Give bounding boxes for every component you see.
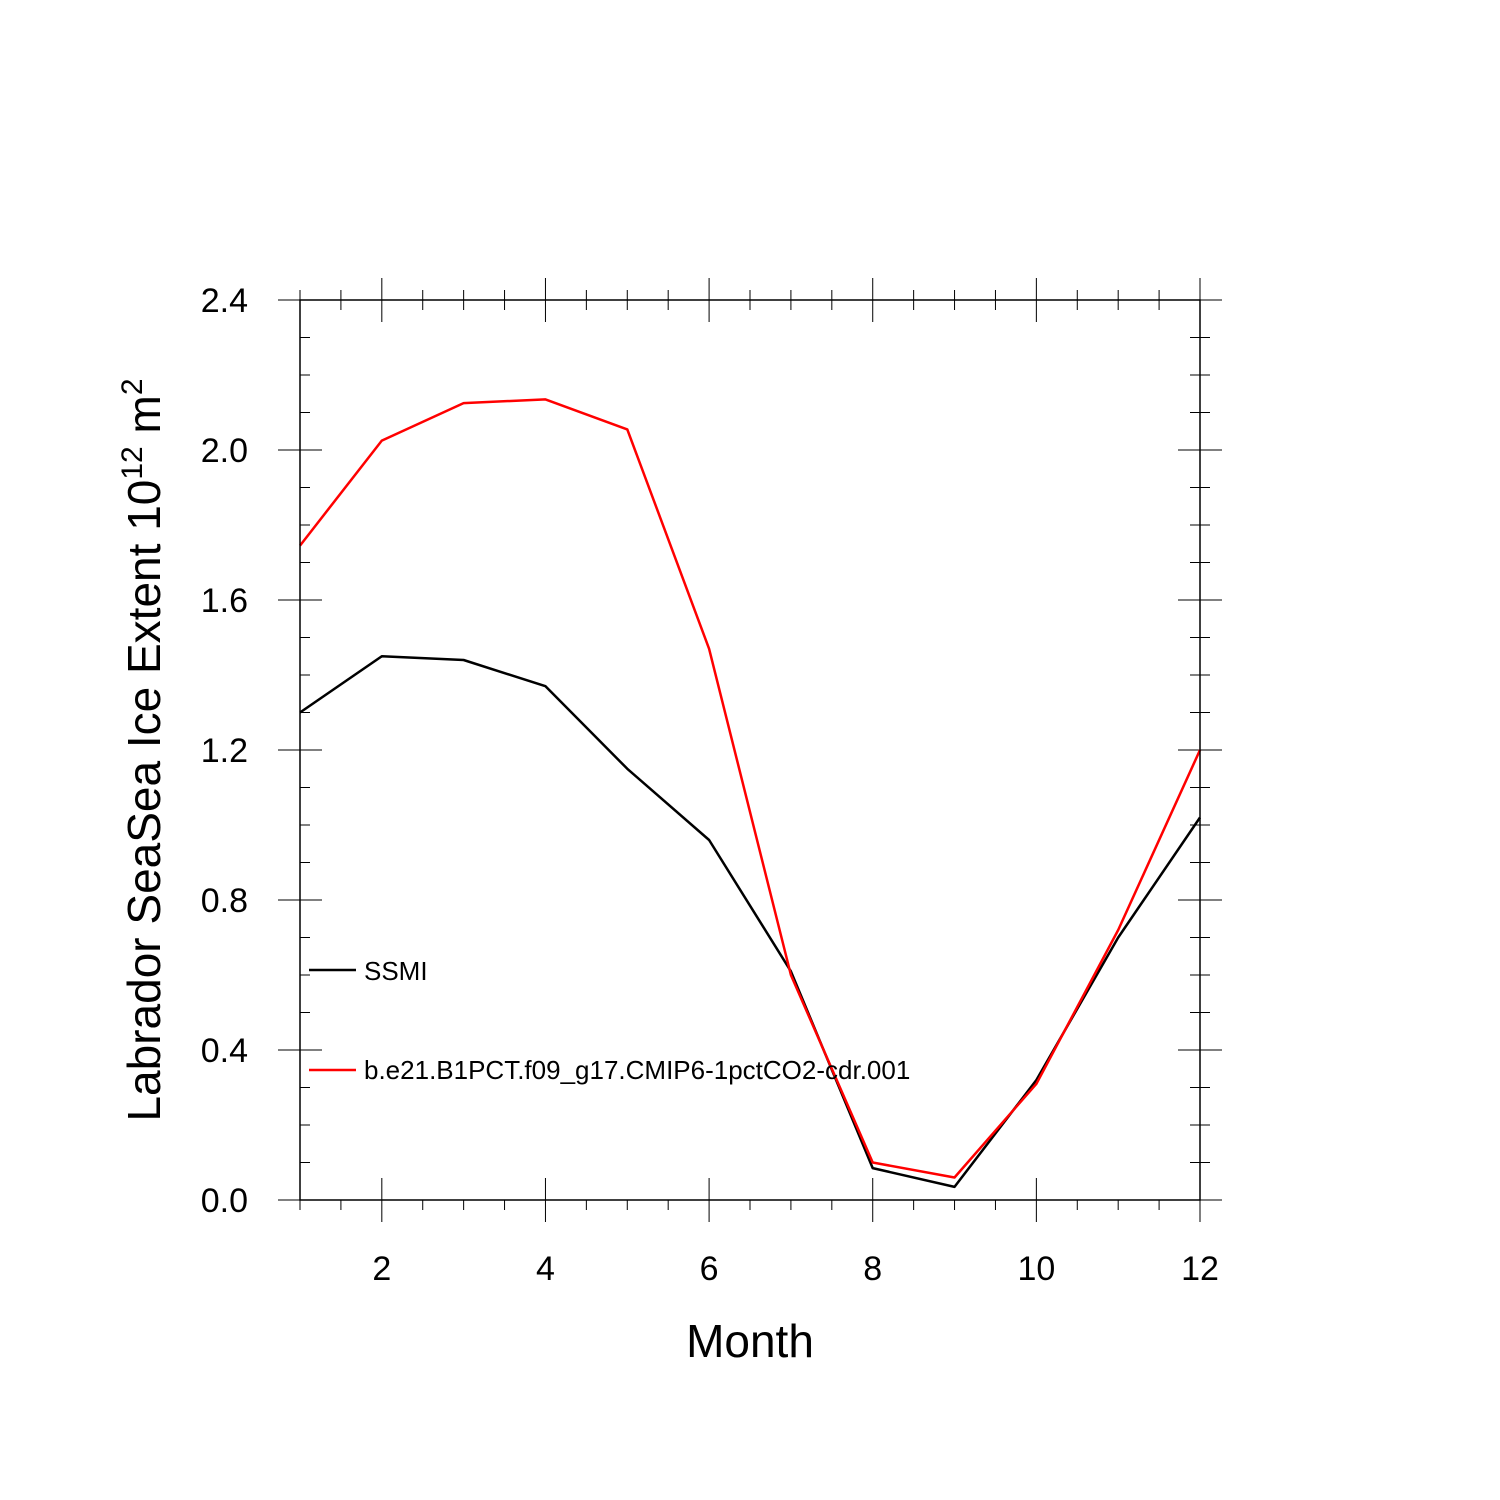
- y-tick-labels: 0.0 0.4 0.8 1.2 1.6 2.0 2.4: [201, 282, 248, 1220]
- series-layer: [299, 398, 1202, 1189]
- series-line-ssmi: [299, 655, 1202, 1189]
- x-tick-label: 6: [700, 1250, 719, 1288]
- y-axis-label-unit-exponent: 2: [116, 378, 149, 395]
- x-axis-label: Month: [686, 1315, 814, 1367]
- plot-frame: [299, 299, 1201, 1201]
- y-axis-label: Labrador SeaSea Ice Extent 1012 m2: [116, 378, 170, 1121]
- x-tick-label: 2: [372, 1250, 391, 1288]
- legend-label-ssmi: SSMI: [364, 956, 428, 986]
- legend: SSMI b.e21.B1PCT.f09_g17.CMIP6-1pctCO2-c…: [309, 956, 910, 1085]
- x-tick-label: 10: [1017, 1250, 1055, 1288]
- x-tick-label: 12: [1181, 1250, 1219, 1288]
- y-axis-label-exponent: 12: [116, 446, 149, 479]
- x-tick-labels: 2 4 6 8 10 12: [372, 1250, 1219, 1288]
- legend-label-cmip6: b.e21.B1PCT.f09_g17.CMIP6-1pctCO2-cdr.00…: [364, 1055, 910, 1085]
- y-axis-label-unit: m: [118, 395, 170, 446]
- y-tick-label: 1.2: [201, 732, 248, 770]
- y-tick-label: 0.0: [201, 1182, 248, 1220]
- series-line-cmip6: [299, 398, 1202, 1179]
- y-tick-label: 0.4: [201, 1032, 248, 1070]
- x-tick-label: 4: [536, 1250, 555, 1288]
- y-axis-label-prefix: Labrador SeaSea Ice Extent 10: [118, 480, 170, 1122]
- y-tick-label: 2.4: [201, 282, 248, 320]
- y-tick-label: 1.6: [201, 582, 248, 620]
- y-tick-label: 2.0: [201, 432, 248, 470]
- y-tick-label: 0.8: [201, 882, 248, 920]
- x-tick-label: 8: [863, 1250, 882, 1288]
